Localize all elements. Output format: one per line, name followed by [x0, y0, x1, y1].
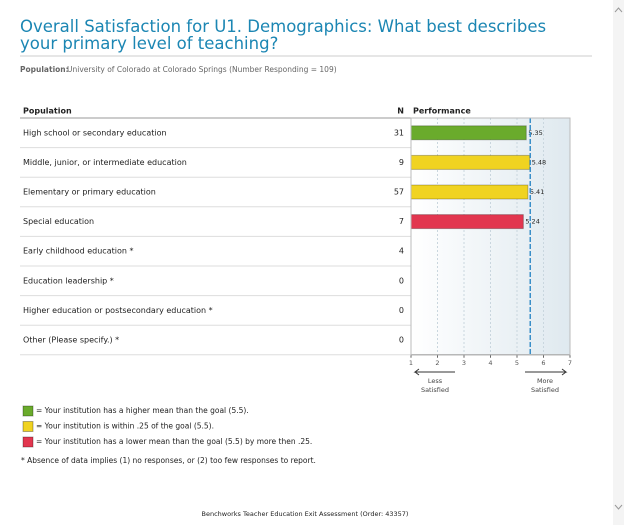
legend-swatch [22, 421, 34, 432]
bar [410, 184, 529, 200]
category-label: Elementary or primary education [23, 188, 156, 197]
value-label: 5.48 [532, 158, 546, 166]
bar [410, 214, 524, 230]
x-tick-label: 1 [409, 359, 413, 367]
value-label: 5.35 [528, 129, 542, 137]
category-label: Higher education or postsecondary educat… [23, 306, 213, 315]
column-header: N [397, 107, 404, 116]
bar [410, 154, 531, 170]
x-tick-label: 5 [515, 359, 519, 367]
chart: Population N Performance 1 2 3 4 5 6 7 High school… [20, 107, 572, 518]
scrollbar[interactable] [613, 0, 624, 525]
legend-text: = Your institution has a higher mean tha… [36, 406, 249, 415]
bar [410, 125, 527, 141]
plot-border [410, 117, 571, 356]
scroll-up[interactable] [614, 7, 623, 13]
n-value: 4 [399, 247, 404, 256]
column-header: Performance [413, 107, 471, 116]
footer: Benchworks Teacher Education Exit Assess… [202, 510, 409, 518]
title-line: your primary level of teaching? [20, 34, 278, 53]
axis-arrow [525, 368, 568, 376]
category-label: Middle, junior, or intermediate educatio… [23, 158, 187, 167]
legend-swatch [22, 436, 34, 448]
population-text: University of Colorado at Colorado Sprin… [67, 65, 337, 74]
x-tick-label: 4 [488, 359, 492, 367]
scroll-down[interactable] [614, 504, 623, 510]
value-label: 5.41 [530, 188, 544, 196]
category-label: Other (Please specify.) * [23, 336, 119, 345]
x-tick-label: 3 [462, 359, 466, 367]
n-value: 0 [399, 336, 404, 345]
n-value: 57 [394, 188, 404, 197]
axis-note: Less [428, 377, 443, 385]
legend-swatch [22, 405, 34, 417]
axis-note: Satisfied [421, 386, 449, 394]
value-label: 5.24 [525, 218, 539, 226]
category-label: Early childhood education * [23, 247, 133, 256]
axis-note: Satisfied [531, 386, 559, 394]
column-header: Population [23, 107, 72, 116]
legend-text: = Your institution has a lower mean than… [36, 437, 312, 446]
x-tick-label: 2 [435, 359, 439, 367]
n-value: 0 [399, 276, 404, 285]
n-value: 31 [394, 128, 404, 137]
x-tick-label: 6 [541, 359, 545, 367]
axis-arrow [413, 368, 455, 376]
n-value: 7 [399, 217, 404, 226]
title-line: Overall Satisfaction for U1. Demographic… [20, 17, 546, 36]
legend-text: = Your institution is within .25 of the … [36, 422, 214, 431]
n-value: 0 [399, 306, 404, 315]
population-label: Population: [20, 65, 69, 74]
report-title: Overall Satisfaction for U1. Demographic… [20, 17, 551, 53]
category-label: Special education [23, 217, 94, 226]
n-value: 9 [399, 158, 404, 167]
axis-note: More [537, 377, 553, 385]
footnote: * Absence of data implies (1) no respons… [21, 456, 316, 465]
category-label: High school or secondary education [23, 128, 167, 137]
category-label: Education leadership * [23, 276, 114, 285]
x-tick-label: 7 [568, 359, 572, 367]
